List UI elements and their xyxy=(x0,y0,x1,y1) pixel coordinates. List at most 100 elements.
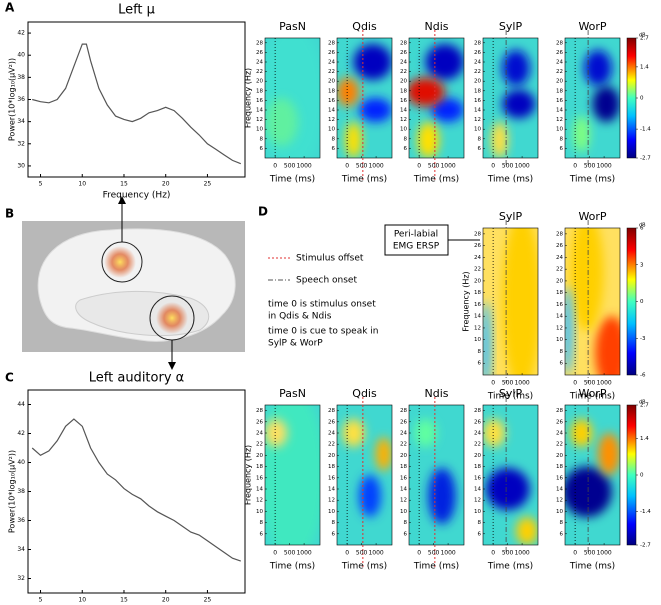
y-tick-label: 8 xyxy=(560,349,564,355)
note: time 0 is cue to speak in xyxy=(268,327,379,337)
heatmap-title: PasN xyxy=(279,20,306,33)
heatmap-blob xyxy=(337,77,359,107)
x-tick-label: 0 xyxy=(573,550,577,557)
heatmap-image xyxy=(265,405,320,545)
y-tick-label: 18 xyxy=(556,290,563,296)
y-tick-label: 38 xyxy=(17,74,25,81)
y-tick-label: 26 xyxy=(556,419,563,425)
heatmap-frame xyxy=(482,37,539,159)
y-tick-label: 42 xyxy=(17,430,25,437)
y-tick-label: 10 xyxy=(556,337,563,343)
y-tick-label: 14 xyxy=(328,108,335,114)
y-tick-label: 8 xyxy=(332,520,336,526)
y-tick-label: 20 xyxy=(400,79,407,85)
y-axis-label: Frequency (Hz) xyxy=(462,271,471,331)
y-tick-label: 26 xyxy=(256,419,263,425)
y-tick-label: 10 xyxy=(474,337,481,343)
heatmap-blob xyxy=(483,419,505,447)
colorbar-tick-label: 0 xyxy=(640,473,644,479)
y-tick-label: 18 xyxy=(328,88,335,94)
y-tick-label: 12 xyxy=(400,498,407,504)
plot-title: Left μ xyxy=(118,3,155,18)
y-tick-label: 12 xyxy=(556,498,563,504)
y-tick-label: 28 xyxy=(474,408,481,414)
y-tick-label: 16 xyxy=(474,302,481,308)
y-tick-label: 26 xyxy=(556,50,563,56)
heatmap-frame xyxy=(482,227,539,376)
colorbar-tick-label: -1.4 xyxy=(640,127,651,133)
y-tick-label: 16 xyxy=(556,302,563,308)
heatmap-blob xyxy=(359,475,381,517)
x-axis-label: Time (ms) xyxy=(341,562,387,572)
heatmap-title: Ndis xyxy=(425,387,449,400)
x-tick-label: 1000 xyxy=(440,550,455,557)
heatmap-frame xyxy=(264,37,321,159)
y-tick-label: 12 xyxy=(556,325,563,331)
y-axis-label: Power(10*log₁₀(μV²)) xyxy=(8,450,17,533)
heatmap-title: PasN xyxy=(279,387,306,400)
heatmap-frame xyxy=(408,37,465,159)
plot-frame xyxy=(27,21,246,178)
y-tick-label: 18 xyxy=(556,88,563,94)
y-tick-label: 38 xyxy=(17,488,25,495)
y-tick-label: 24 xyxy=(474,431,481,437)
y-tick-label: 26 xyxy=(400,419,407,425)
activation xyxy=(104,246,136,278)
panel-label: C xyxy=(5,371,14,385)
y-tick-label: 34 xyxy=(17,118,25,125)
y-tick-label: 8 xyxy=(560,520,564,526)
y-tick-label: 20 xyxy=(256,453,263,459)
heatmap-blob xyxy=(584,50,612,86)
heatmap-blob xyxy=(565,286,574,375)
x-axis-label: Time (ms) xyxy=(487,175,533,185)
heatmap-blob xyxy=(516,517,538,545)
y-tick-label: 32 xyxy=(17,575,25,582)
x-axis-label: Time (ms) xyxy=(569,562,615,572)
y-tick-label: 6 xyxy=(332,146,336,152)
heatmap-blob xyxy=(598,433,620,475)
x-tick-label: 1000 xyxy=(296,550,311,557)
y-tick-label: 8 xyxy=(260,136,264,142)
heatmap-frame xyxy=(482,404,539,546)
arrow-head xyxy=(168,362,176,370)
heatmap-title: Qdis xyxy=(352,387,377,400)
x-tick-label: 500 xyxy=(356,550,368,557)
y-tick-label: 12 xyxy=(256,117,263,123)
colorbar-tick-label: 0 xyxy=(640,96,644,102)
x-tick-label: 1000 xyxy=(596,163,611,170)
y-tick-label: 16 xyxy=(400,475,407,481)
heatmap-blob xyxy=(491,122,508,158)
note: time 0 is stimulus onset xyxy=(268,300,376,310)
power-curve xyxy=(31,418,241,562)
y-tick-label: 10 xyxy=(474,509,481,515)
x-tick-label: 500 xyxy=(502,163,514,170)
heatmap-image xyxy=(483,228,538,375)
heatmap-frame xyxy=(564,404,621,546)
heatmap-title: Qdis xyxy=(352,20,377,33)
note: in Qdis & Ndis xyxy=(268,312,332,322)
colorbar-tick-label: -2.7 xyxy=(640,543,651,549)
x-tick-label: 0 xyxy=(417,550,421,557)
panel-label: D xyxy=(258,205,268,219)
y-tick-label: 24 xyxy=(556,60,563,66)
emg-label: Peri-labial xyxy=(394,230,438,240)
y-tick-label: 8 xyxy=(332,136,336,142)
x-tick-label: 1000 xyxy=(596,380,611,387)
y-axis-label: Frequency (Hz) xyxy=(244,68,253,128)
heatmap-frame xyxy=(408,404,465,546)
x-tick-label: 0 xyxy=(273,163,277,170)
colorbar-tick-label: 0 xyxy=(640,299,644,305)
x-tick-label: 0 xyxy=(491,163,495,170)
x-axis-label: Time (ms) xyxy=(487,392,533,402)
panel-label: A xyxy=(5,1,15,15)
emg-label: EMG ERSP xyxy=(393,242,440,252)
heatmap-frame xyxy=(264,404,321,546)
x-tick-label: 500 xyxy=(584,550,596,557)
y-tick-label: 16 xyxy=(256,98,263,104)
y-tick-label: 10 xyxy=(328,509,335,515)
heatmap-frame xyxy=(336,37,393,159)
colorbar-tick-label: 3 xyxy=(640,262,644,268)
x-tick-label: 0 xyxy=(573,163,577,170)
y-tick-label: 22 xyxy=(474,267,481,273)
y-tick-label: 20 xyxy=(256,79,263,85)
